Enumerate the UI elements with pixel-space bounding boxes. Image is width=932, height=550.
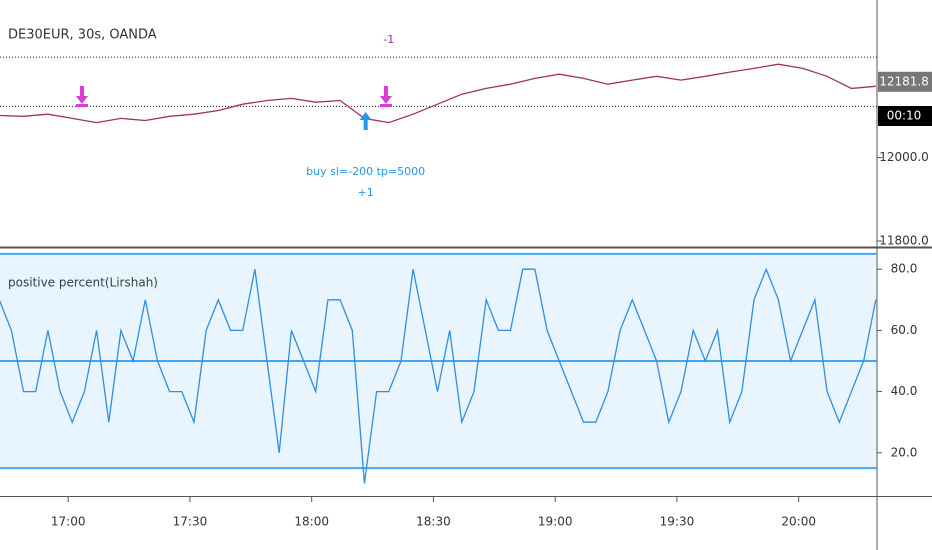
- countdown-label: 00:10: [887, 109, 922, 123]
- signal-bar: [379, 104, 392, 107]
- series-line: [0, 63, 876, 124]
- signal-arrow: [359, 112, 372, 130]
- countdown-box: [878, 106, 932, 126]
- last-price-label: 12181.8: [879, 74, 929, 88]
- signal-arrow: [379, 86, 392, 104]
- x-tick-label: 17:30: [173, 515, 208, 529]
- series-line: [0, 267, 877, 484]
- y-tick-label: 12000.0: [879, 150, 929, 164]
- last-price-box: [878, 71, 932, 92]
- x-tick-label: 20:00: [781, 515, 816, 529]
- y-tick-label: 11800.0: [879, 233, 929, 247]
- annotation: +1: [358, 186, 374, 199]
- x-tick-label: 19:30: [660, 515, 695, 529]
- indicator-title: positive percent(Lirshah): [8, 276, 158, 290]
- x-tick-label: 17:00: [51, 515, 86, 529]
- y-tick-label: 20.0: [891, 445, 918, 459]
- x-tick-label: 19:00: [538, 515, 573, 529]
- annotation: buy sl=-200 tp=5000: [306, 165, 425, 178]
- annotation: -1: [383, 33, 394, 46]
- y-tick-label: 40.0: [891, 384, 918, 398]
- y-tick-label: 60.0: [891, 323, 918, 337]
- x-tick-label: 18:30: [416, 515, 451, 529]
- x-tick-label: 18:00: [294, 515, 329, 529]
- signal-bar: [75, 104, 88, 107]
- y-tick-label: 80.0: [891, 262, 918, 276]
- signal-arrow: [75, 86, 88, 104]
- chart-title: DE30EUR, 30s, OANDA: [8, 28, 157, 43]
